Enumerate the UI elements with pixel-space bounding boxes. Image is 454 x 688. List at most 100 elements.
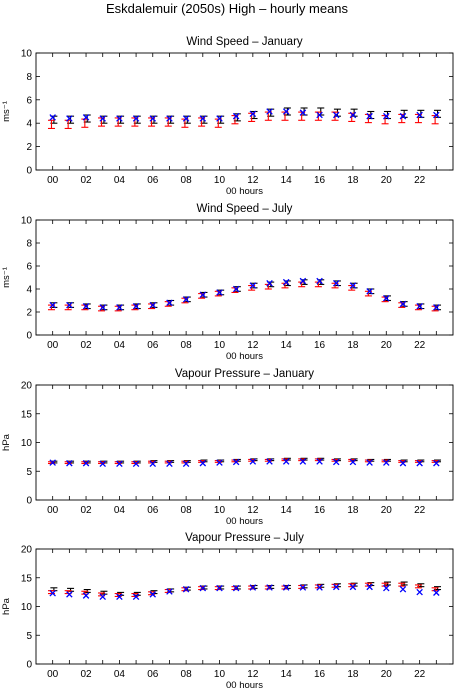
x-tick-label: 12	[247, 175, 259, 186]
x-marker-point	[282, 278, 290, 286]
y-tick-label: 10	[21, 438, 33, 449]
x-tick-label: 08	[181, 340, 193, 351]
x-marker-point	[266, 108, 273, 115]
x-marker-point	[116, 115, 123, 122]
x-marker-point	[232, 112, 240, 120]
x-marker-point	[332, 111, 340, 119]
x-axis-label: 00 hours	[226, 680, 263, 688]
x-tick-label: 08	[181, 669, 193, 680]
x-marker-point	[182, 296, 190, 303]
y-axis-label: hPa	[1, 433, 12, 451]
x-marker-point	[399, 585, 407, 593]
x-axis-label: 00 hours	[226, 186, 263, 197]
x-marker-point	[99, 115, 106, 122]
y-axis-label: hPa	[1, 597, 12, 615]
x-marker-point	[166, 115, 173, 122]
x-marker-point	[299, 458, 307, 465]
error-bar	[398, 582, 406, 587]
x-axis-label: 00 hours	[226, 516, 263, 527]
x-marker-point	[66, 301, 73, 309]
x-marker-point	[199, 459, 207, 467]
x-marker-point	[116, 593, 123, 600]
chart-title: Vapour Pressure – July	[185, 532, 304, 544]
y-tick-label: 10	[21, 216, 33, 227]
error-bar	[47, 119, 55, 130]
x-marker-point	[316, 277, 323, 285]
x-marker-point	[366, 583, 373, 591]
x-marker-point	[433, 304, 440, 311]
x-marker-point	[116, 460, 123, 468]
x-tick-label: 22	[414, 175, 426, 186]
y-tick-label: 5	[26, 631, 32, 642]
x-marker-point	[249, 458, 257, 465]
x-marker-point	[416, 111, 423, 119]
x-marker-point	[266, 458, 273, 465]
chart-panel-3: Vapour Pressure – January 0 5 10 15 20 00 02 04 0…	[1, 368, 454, 527]
y-tick-label: 6	[26, 95, 32, 106]
x-tick-label: 04	[114, 505, 126, 516]
x-tick-label: 20	[381, 669, 393, 680]
x-marker-point	[249, 110, 257, 118]
x-tick-label: 04	[114, 669, 126, 680]
x-marker-point	[199, 291, 207, 299]
y-tick-label: 20	[21, 381, 33, 392]
x-marker-point	[216, 289, 223, 296]
y-tick-label: 0	[26, 496, 32, 507]
x-tick-label: 04	[114, 175, 126, 186]
x-tick-label: 08	[181, 505, 193, 516]
x-marker-point	[66, 591, 73, 598]
series-blue	[49, 277, 440, 311]
x-marker-point	[282, 458, 290, 465]
x-tick-label: 18	[347, 340, 359, 351]
x-marker-point	[433, 111, 440, 119]
chart-title: Vapour Pressure – January	[175, 368, 314, 380]
x-tick-label: 16	[314, 175, 326, 186]
plot-frame	[35, 548, 454, 665]
x-marker-point	[99, 593, 106, 600]
x-marker-point	[366, 288, 373, 295]
x-marker-point	[282, 108, 290, 115]
x-marker-point	[99, 304, 106, 311]
x-tick-label: 10	[214, 175, 226, 186]
x-tick-label: 00	[47, 340, 59, 351]
x-tick-label: 12	[247, 340, 259, 351]
x-marker-point	[166, 460, 173, 468]
x-marker-point	[216, 584, 223, 592]
x-marker-point	[82, 114, 90, 121]
x-marker-point	[332, 458, 340, 466]
x-tick-label: 06	[147, 669, 159, 680]
x-tick-label: 16	[314, 669, 326, 680]
y-tick-label: 0	[26, 660, 32, 671]
x-tick-label: 22	[414, 505, 426, 516]
x-marker-point	[166, 588, 173, 595]
x-marker-point	[383, 112, 390, 120]
x-marker-point	[149, 460, 157, 468]
x-tick-label: 10	[214, 340, 226, 351]
plot-frame	[35, 219, 454, 336]
x-marker-point	[366, 459, 373, 466]
x-tick-label: 18	[347, 505, 359, 516]
y-tick-label: 0	[26, 166, 32, 177]
x-axis-label: 00 hours	[226, 351, 263, 362]
x-tick-label: 22	[414, 669, 426, 680]
chart-title: Wind Speed – January	[186, 36, 303, 48]
x-marker-point	[216, 459, 223, 466]
x-tick-label: 10	[214, 505, 226, 516]
x-tick-label: 06	[147, 340, 159, 351]
x-marker-point	[332, 583, 340, 591]
x-tick-label: 12	[247, 505, 259, 516]
x-marker-point	[49, 590, 56, 597]
y-tick-label: 6	[26, 262, 32, 273]
x-marker-point	[282, 584, 290, 591]
x-tick-label: 14	[281, 505, 293, 516]
series-blue	[49, 583, 440, 600]
x-marker-point	[316, 458, 323, 465]
x-marker-point	[149, 115, 157, 122]
x-tick-label: 16	[314, 505, 326, 516]
y-axis-label: ms⁻¹	[1, 101, 12, 122]
x-tick-label: 12	[247, 669, 259, 680]
x-marker-point	[199, 584, 207, 592]
chart-title: Wind Speed – July	[197, 203, 293, 215]
x-marker-point	[416, 302, 423, 310]
x-marker-point	[332, 279, 340, 287]
